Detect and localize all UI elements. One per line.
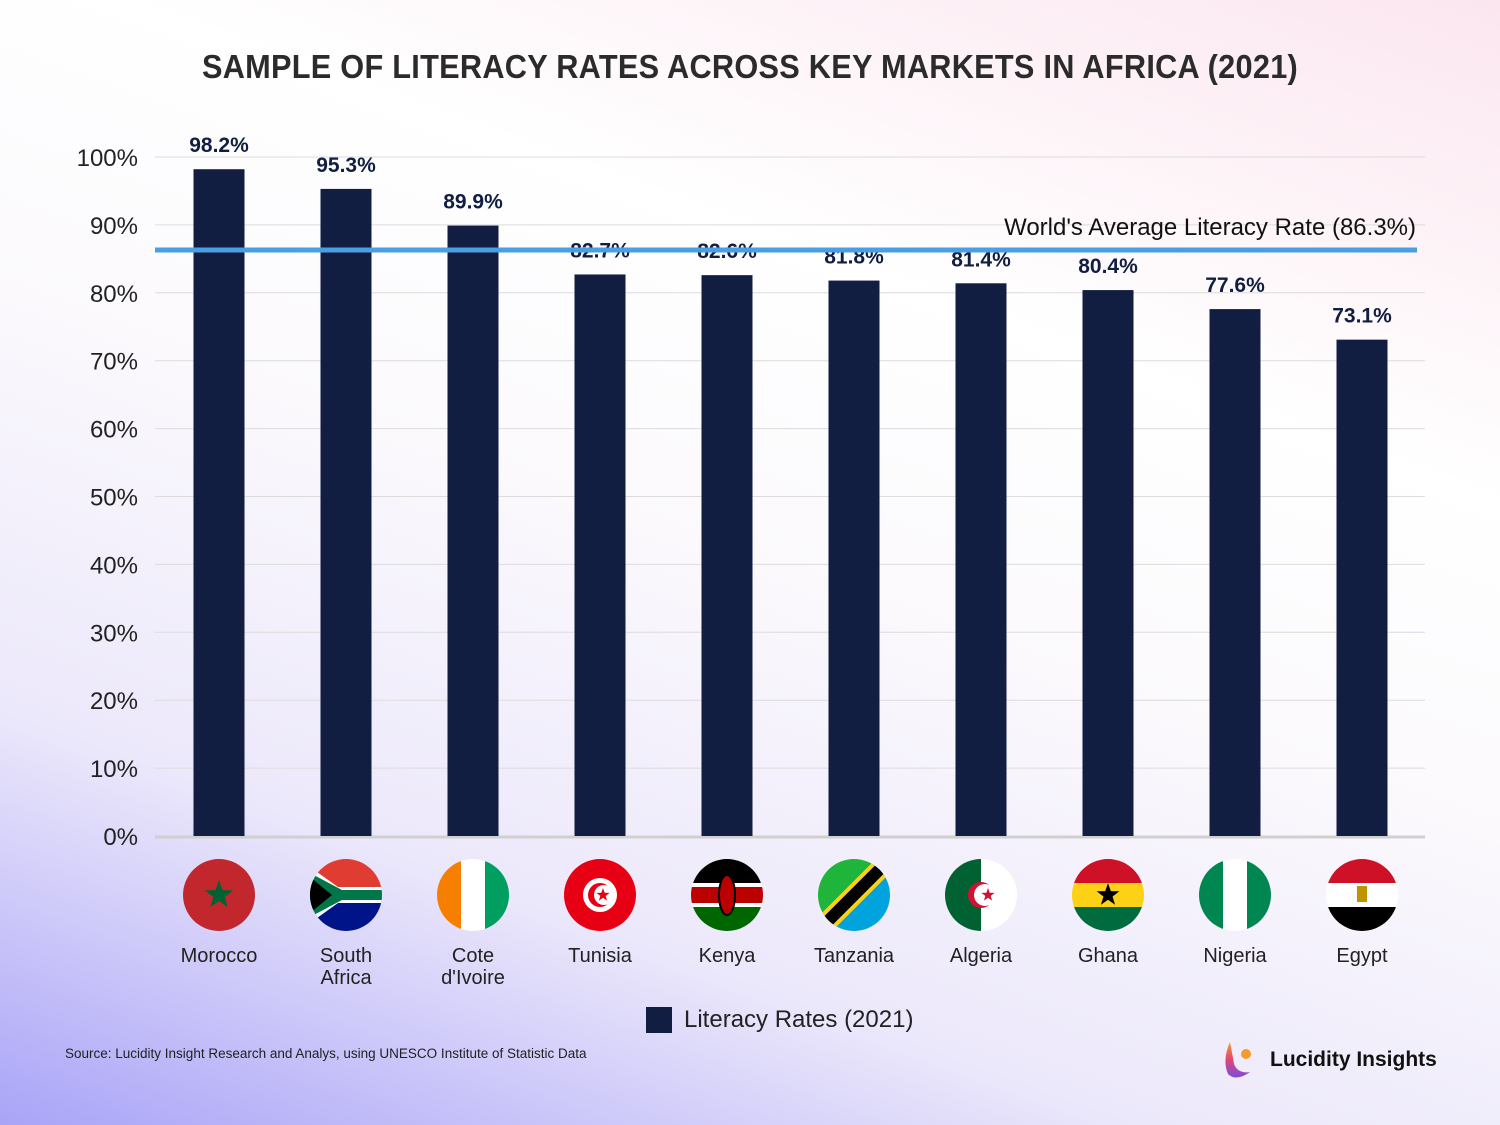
data-label: 95.3% <box>316 154 376 177</box>
flag-stripe <box>437 859 461 931</box>
flag-stripe <box>461 859 485 931</box>
y-tick-label: 30% <box>90 620 138 647</box>
y-tick-label: 90% <box>90 213 138 240</box>
cote-divoire-flag-icon <box>437 859 509 931</box>
x-category-label: Algeria <box>950 945 1013 967</box>
flag-stripe <box>1072 907 1144 931</box>
y-tick-label: 50% <box>90 485 138 512</box>
flag-stripe <box>1199 859 1223 931</box>
brand-name: Lucidity Insights <box>1270 1048 1437 1071</box>
egypt-flag-icon <box>1326 859 1398 931</box>
legend-label: Literacy Rates (2021) <box>684 1006 914 1033</box>
x-category-label: Africa <box>320 967 372 989</box>
morocco-flag-icon <box>183 859 255 931</box>
tanzania-flag-icon <box>818 859 890 931</box>
bar <box>574 274 626 836</box>
x-category-label: Ghana <box>1078 945 1139 967</box>
chart-title: SAMPLE OF LITERACY RATES ACROSS KEY MARK… <box>201 48 1299 85</box>
flag-star <box>204 880 234 908</box>
x-category-label: d'Ivoire <box>441 967 505 989</box>
x-category-label: Morocco <box>181 945 258 967</box>
y-tick-label: 20% <box>90 688 138 715</box>
bar <box>701 275 753 836</box>
flag-body <box>437 859 509 931</box>
nigeria-flag-icon <box>1199 859 1271 931</box>
bar <box>447 225 499 837</box>
flag-body <box>691 859 763 931</box>
x-category-label: Kenya <box>699 945 757 967</box>
bar <box>828 280 880 836</box>
algeria-flag-icon <box>945 859 1017 931</box>
bar <box>1336 339 1388 836</box>
flag-star <box>981 888 995 901</box>
data-label: 89.9% <box>443 191 503 214</box>
flag-body <box>818 859 890 931</box>
flag-stripe <box>818 859 890 931</box>
flag-stripe <box>1326 907 1398 931</box>
y-tick-label: 100% <box>77 145 138 172</box>
y-tick-label: 70% <box>90 349 138 376</box>
flag-shield <box>718 874 736 916</box>
x-category-label: South <box>320 945 372 967</box>
bar <box>1209 309 1261 836</box>
ghana-flag-icon <box>1072 859 1144 931</box>
bar <box>320 188 372 837</box>
flag-body <box>564 859 636 931</box>
source-note: Source: Lucidity Insight Research and An… <box>65 1046 587 1061</box>
data-label: 98.2% <box>189 134 249 157</box>
bar <box>1082 290 1134 837</box>
tunisia-flag-icon <box>564 859 636 931</box>
flag-star <box>596 888 610 901</box>
flag-stripe <box>1326 859 1398 883</box>
flag-eagle <box>1357 886 1367 902</box>
flag-stripe <box>310 877 332 913</box>
flag-stripe <box>1223 859 1247 931</box>
y-tick-label: 60% <box>90 417 138 444</box>
world-average-label: World's Average Literacy Rate (86.3%) <box>1004 214 1416 241</box>
flag-stripe <box>485 859 509 931</box>
flag-body <box>1072 859 1144 931</box>
data-label: 81.4% <box>951 248 1011 271</box>
bar <box>955 283 1007 836</box>
flag-body <box>945 859 1017 931</box>
bar <box>193 169 245 837</box>
x-category-label: Cote <box>452 945 494 967</box>
flag-star <box>1096 883 1120 905</box>
lucidity-logo-icon <box>1225 1042 1251 1078</box>
x-category-label: Nigeria <box>1203 945 1267 967</box>
y-tick-label: 0% <box>103 824 138 851</box>
y-tick-label: 80% <box>90 281 138 308</box>
legend-swatch <box>646 1007 672 1033</box>
kenya-flag-icon <box>691 859 763 931</box>
flag-body <box>183 859 255 931</box>
flag-body <box>310 859 382 931</box>
y-tick-label: 40% <box>90 552 138 579</box>
data-label: 77.6% <box>1205 274 1265 297</box>
x-category-label: Egypt <box>1336 945 1388 967</box>
flag-stripe <box>1247 859 1271 931</box>
data-label: 73.1% <box>1332 305 1392 328</box>
flag-stripe <box>1072 859 1144 883</box>
flag-body <box>1326 859 1398 931</box>
x-category-label: Tanzania <box>814 945 895 967</box>
legend: Literacy Rates (2021) <box>646 1006 913 1034</box>
flag-stripe <box>310 873 382 917</box>
brand-logo: Lucidity Insights <box>1220 1040 1437 1080</box>
x-category-label: Tunisia <box>568 945 633 967</box>
flag-body <box>1199 859 1271 931</box>
data-label: 80.4% <box>1078 255 1138 278</box>
south-africa-flag-icon <box>310 859 382 931</box>
y-tick-label: 10% <box>90 756 138 783</box>
